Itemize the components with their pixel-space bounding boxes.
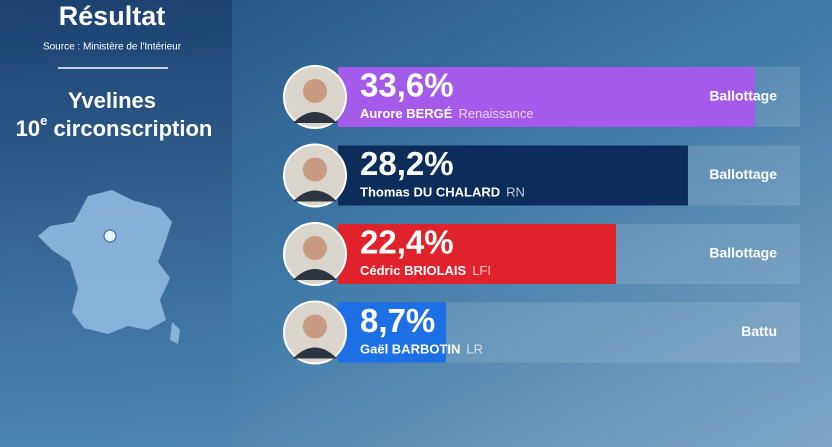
party: RN (506, 185, 525, 200)
candidate-name: Thomas DU CHALARD (360, 185, 500, 200)
status: Ballottage (709, 166, 777, 182)
bar (338, 145, 688, 206)
photo-body (293, 190, 337, 202)
candidate-name: Aurore BERGÉ (360, 106, 453, 121)
status: Ballottage (709, 245, 777, 261)
bar (338, 224, 616, 284)
district: 10e circonscription (16, 113, 213, 140)
candidate-name: Cédric BRIOLAIS (360, 263, 467, 278)
france-map (38, 190, 172, 334)
corsica (170, 322, 180, 344)
party: LR (466, 342, 483, 357)
district-label: circonscription (47, 116, 212, 141)
percentage: 33,6% (360, 67, 454, 104)
bar (338, 302, 446, 363)
candidate: Aurore BERGÉ Renaissance (360, 106, 534, 121)
status: Battu (741, 323, 777, 339)
region: Yvelines (68, 88, 156, 113)
candidate: Gaël BARBOTIN LR (360, 342, 483, 357)
status: Ballottage (709, 88, 777, 104)
photo-head (303, 79, 327, 103)
percentage: 28,2% (360, 145, 454, 182)
bar (338, 67, 755, 127)
candidate-name: Gaël BARBOTIN (360, 342, 460, 357)
party: LFI (472, 263, 491, 278)
district-marker (103, 229, 117, 243)
photo-head (303, 314, 327, 339)
photo-body (293, 112, 337, 123)
percentage: 22,4% (360, 224, 454, 261)
photo-body (293, 269, 337, 280)
district-number: 10 (16, 116, 40, 141)
title: Résultat (59, 1, 166, 31)
district-sup: e (40, 113, 47, 128)
party: Renaissance (458, 106, 533, 121)
candidate: Cédric BRIOLAIS LFI (360, 263, 491, 278)
percentage: 8,7% (360, 302, 435, 339)
photo-body (293, 347, 337, 359)
candidate: Thomas DU CHALARD RN (360, 185, 525, 200)
photo-head (303, 157, 327, 182)
photo-head (303, 236, 327, 260)
source: Source : Ministère de l'Intérieur (43, 42, 182, 53)
